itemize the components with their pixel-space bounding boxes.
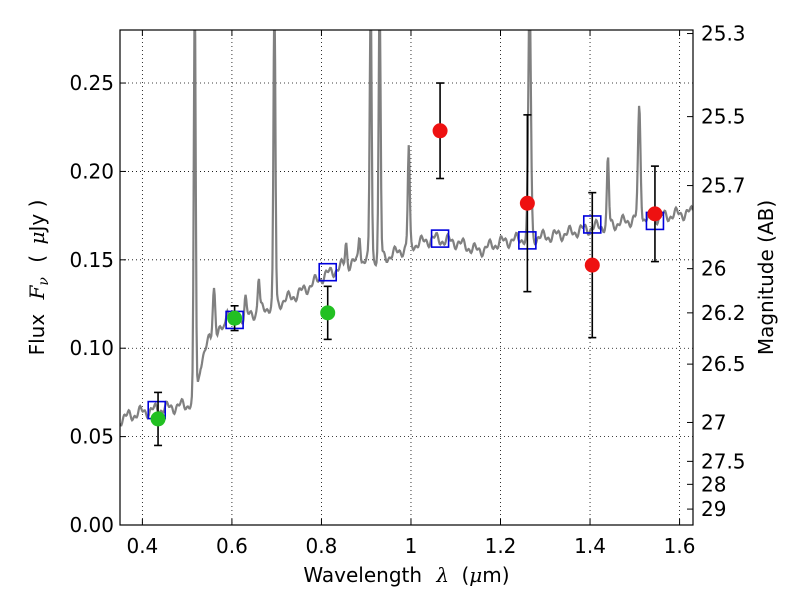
model-square-point-2 — [318, 262, 338, 282]
y2-tick-label-9: 29 — [701, 497, 726, 521]
y-axis-label-nu: ν — [36, 277, 52, 286]
y2-axis-label: Magnitude (AB) — [754, 200, 778, 355]
x-tick-label-3: 1 — [405, 534, 418, 558]
ticks-layer: 0.4 0.6 0.8 1 1.2 1.4 1.6 0.00 0.05 0.10 0.15 0.20 0… — [69, 22, 745, 558]
model-square-point-3 — [430, 229, 450, 248]
y-tick-label-3: 0.15 — [69, 248, 114, 272]
x-axis-label-unit: m) — [482, 563, 509, 587]
photometry-point-0-0 — [150, 411, 166, 427]
y-tick-label-4: 0.20 — [69, 159, 114, 183]
y2-tick-label-4: 26.2 — [701, 301, 746, 325]
spectrum-layer — [120, 30, 693, 427]
y2-tick-label-3: 26 — [701, 257, 726, 281]
x-tick-label-6: 1.6 — [664, 534, 696, 558]
y2-tick-label-6: 27 — [701, 410, 726, 434]
y2-tick-label-2: 25.7 — [701, 174, 746, 198]
photometry-point-1-1 — [519, 195, 535, 211]
y-axis-label-mu: μ — [25, 232, 49, 245]
y2-tick-label-0: 25.3 — [701, 22, 746, 46]
x-axis-label-mu: μ — [469, 563, 482, 587]
plot-frame — [119, 29, 694, 526]
photometry-point-1-0 — [432, 123, 448, 139]
y-axis-label-open: ( — [25, 255, 49, 263]
x-tick-label-4: 1.2 — [485, 534, 517, 558]
y-axis-label: Flux Fν ( μJy ) — [25, 200, 53, 356]
x-axis-label-text: Wavelength — [303, 563, 422, 587]
y-tick-label-5: 0.25 — [69, 71, 114, 95]
y-tick-label-1: 0.05 — [69, 425, 114, 449]
photometry-point-1-3 — [647, 206, 663, 222]
x-axis-label-open: ( — [461, 563, 469, 587]
y2-tick-label-1: 25.5 — [701, 105, 746, 129]
y-axis-label-text: Flux — [25, 314, 49, 356]
x-tick-label-5: 1.4 — [574, 534, 606, 558]
y-axis-label-f: F — [25, 284, 49, 300]
x-tick-label-1: 0.6 — [216, 534, 248, 558]
photometry-point-0-1 — [227, 310, 243, 326]
y-axis-label-unit: Jy ) — [25, 200, 49, 234]
x-tick-label-0: 0.4 — [126, 534, 158, 558]
grid — [120, 30, 693, 526]
x-axis-label-lambda: λ — [435, 563, 449, 587]
x-tick-label-2: 0.8 — [306, 534, 338, 558]
y2-tick-label-7: 27.5 — [701, 449, 746, 473]
y-tick-label-0: 0.00 — [69, 513, 114, 537]
y2-tick-label-5: 26.5 — [701, 352, 746, 376]
y2-tick-label-8: 28 — [701, 472, 726, 496]
model-spectrum-line — [120, 30, 693, 427]
photometry-point-0-2 — [320, 305, 336, 321]
data-points-layer — [147, 82, 665, 447]
y-tick-label-2: 0.10 — [69, 336, 114, 360]
x-axis-label: Wavelength λ (μm) — [303, 563, 509, 587]
photometry-point-1-2 — [584, 257, 600, 273]
